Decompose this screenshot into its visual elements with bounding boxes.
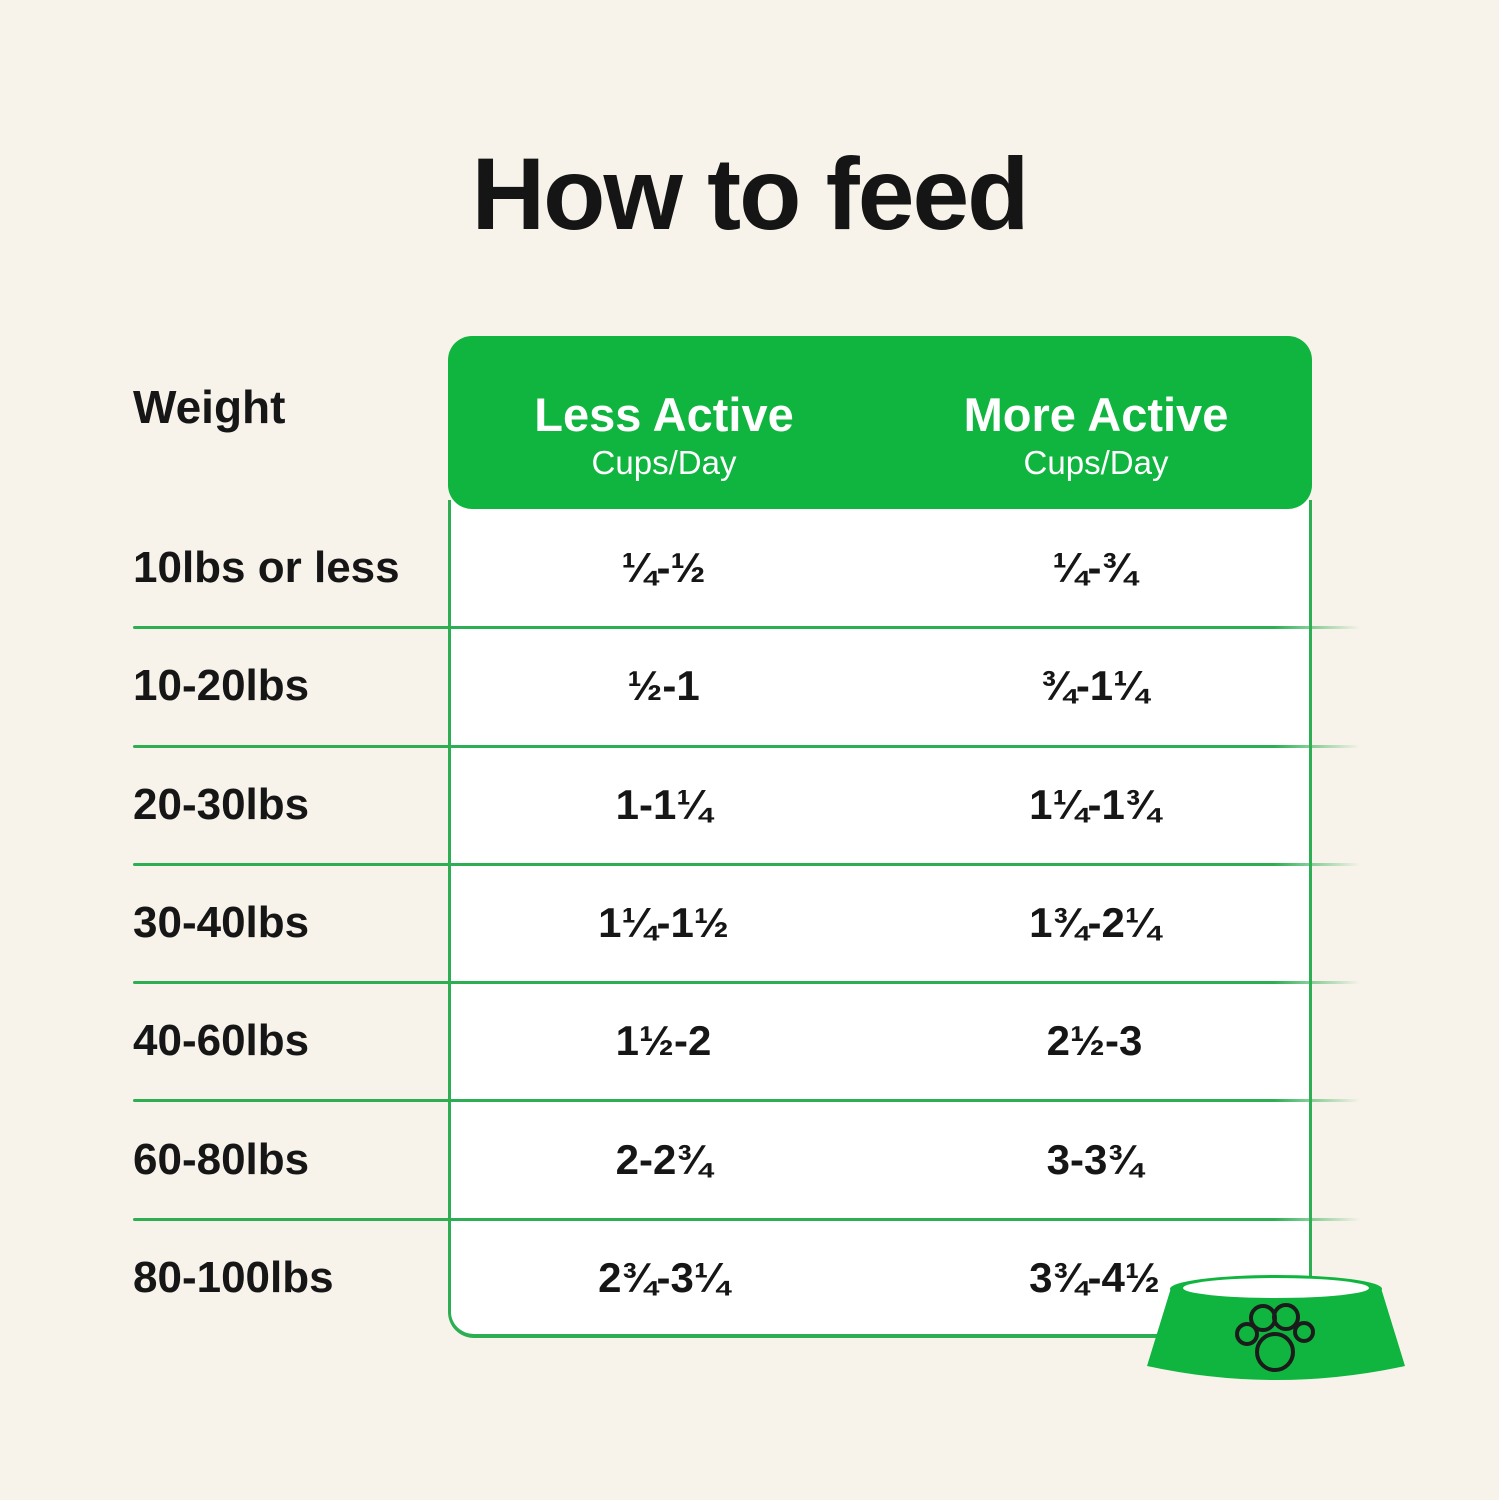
table-header: Less Active Cups/Day More Active Cups/Da… [448,336,1312,509]
more-active-value: 3-3¾ [1046,1135,1143,1183]
feeding-table: 10lbs or less ¼-½ ¼-¾ 10-20lbs ½-1 ¾-1¼ … [133,509,1360,1337]
weight-label: 10-20lbs [133,661,310,711]
weight-label: 80-100lbs [133,1252,334,1302]
table-row: 20-30lbs 1-1¼ 1¼-1¾ [133,746,1360,867]
less-active-value: 2¾-3¼ [598,1253,729,1301]
weight-label: 30-40lbs [133,897,310,947]
more-active-value: 2½-3 [1046,1017,1143,1065]
dog-bowl-icon [1143,1272,1409,1398]
paw-print-icon [1235,1303,1315,1372]
more-active-column-header: More Active Cups/Day [880,336,1312,509]
more-active-value: ¾-1¼ [1040,662,1149,710]
more-active-value: 3¾-4½ [1029,1253,1160,1301]
weight-column-header: Weight [133,381,286,433]
page-title: How to feed [471,137,1030,251]
less-active-value: 1¼-1½ [598,898,729,946]
weight-label: 20-30lbs [133,779,310,829]
less-active-value: ¼-½ [621,544,706,592]
more-active-value: 1¾-2¼ [1029,898,1160,946]
table-row: 40-60lbs 1½-2 2½-3 [133,982,1360,1103]
less-active-value: 1-1¼ [615,780,712,828]
less-active-value: ½-1 [627,662,700,710]
weight-label: 10lbs or less [133,543,400,593]
less-active-value: 2-2¾ [615,1135,712,1183]
less-active-column-header: Less Active Cups/Day [448,336,880,509]
table-row: 80-100lbs 2¾-3¼ 3¾-4½ [133,1219,1360,1337]
weight-label: 40-60lbs [133,1016,310,1066]
less-active-value: 1½-2 [615,1017,712,1065]
more-active-value: 1¼-1¾ [1029,780,1160,828]
more-active-value: ¼-¾ [1052,544,1137,592]
less-active-units: Cups/Day [591,444,737,482]
less-active-label: Less Active [534,387,794,441]
table-row: 10lbs or less ¼-½ ¼-¾ [133,509,1360,630]
weight-label: 60-80lbs [133,1134,310,1184]
table-row: 60-80lbs 2-2¾ 3-3¾ [133,1100,1360,1221]
more-active-label: More Active [963,387,1229,441]
table-body-outline [448,500,1312,1338]
table-row: 10-20lbs ½-1 ¾-1¼ [133,627,1360,748]
table-row: 30-40lbs 1¼-1½ 1¾-2¼ [133,864,1360,985]
more-active-units: Cups/Day [1023,444,1169,482]
